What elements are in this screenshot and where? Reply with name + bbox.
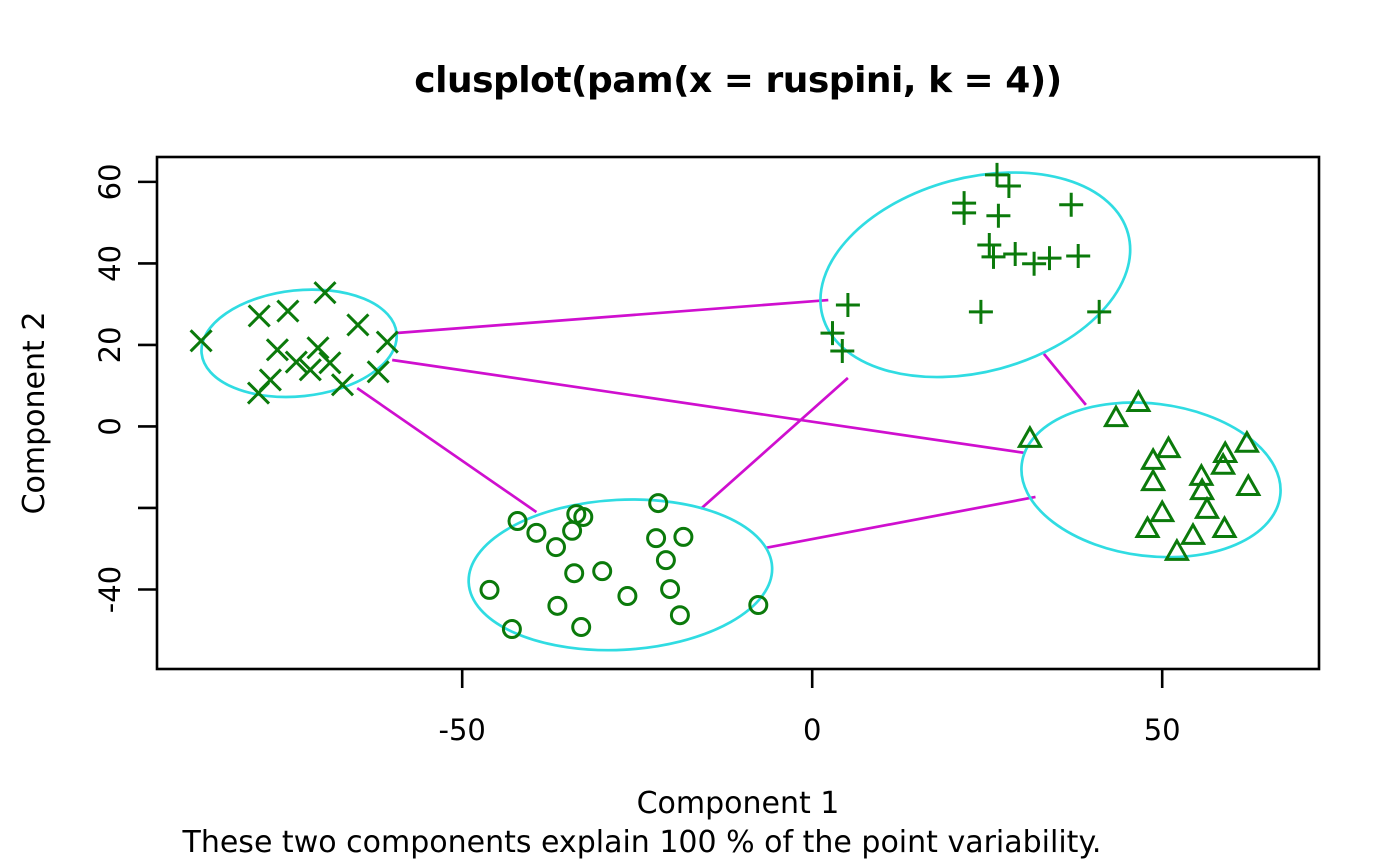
data-point-cross [330,373,355,397]
data-point-triangle [1155,435,1182,459]
ellipse-cluster-4 [1020,401,1282,559]
data-point-cross [298,358,322,382]
y-tick-label: 40 [93,245,127,282]
data-point-plus [835,292,860,317]
data-point-triangle [1016,424,1043,448]
data-point-circle [564,563,585,584]
x-tick-label: -50 [439,713,486,747]
ellipse-cluster-2 [819,171,1132,379]
data-point-plus [1022,251,1047,276]
data-point-plus [1087,299,1112,324]
data-point-cross [346,313,370,337]
data-point-cross [189,329,213,353]
data-point-plus [1037,246,1062,271]
y-axis-label: Component 2 [17,312,52,515]
data-point-circle [592,561,613,582]
data-point-triangle [1140,468,1167,492]
data-point-circle [501,619,522,640]
data-point-triangle [1235,472,1262,497]
data-point-plus [830,339,855,364]
data-point-cross [247,304,271,328]
data-point-triangle [1189,477,1216,501]
y-tick-label: -40 [93,566,127,613]
data-point-circle [673,526,694,547]
data-point-plus [981,244,1006,269]
data-point-triangle [1125,388,1152,413]
data-point-plus [952,200,977,225]
data-point-circle [617,586,638,607]
x-tick-label: 0 [803,713,821,747]
data-point-cross [246,381,271,405]
data-point-cross [276,299,300,323]
data-point-circle [526,522,547,543]
connector-lines-group [356,298,1087,550]
data-point-triangle [1193,495,1221,519]
line-c2-c3 [700,376,849,510]
data-point-circle [507,511,528,532]
cluster-ellipses-group [200,171,1282,652]
data-point-cross [318,351,342,375]
line-c1-c4 [392,358,1026,455]
data-point-cross [284,350,308,374]
line-c2-c4 [1042,353,1087,406]
data-point-circle [669,605,690,626]
data-point-triangle [1163,537,1190,561]
data-point-cross [313,281,337,305]
x-tick-label: 50 [1144,713,1181,747]
data-point-triangle [1210,451,1237,475]
data-point-plus [1003,242,1028,267]
y-tick-label: 20 [93,326,127,363]
data-point-cross [375,330,399,354]
data-point-plus [977,233,1002,258]
data-point-plus [1066,244,1091,269]
data-point-circle [571,617,592,638]
data-point-triangle [1102,404,1130,428]
data-point-circle [655,550,676,571]
data-point-cross [366,360,390,384]
plot-box-group [155,155,1321,671]
data-points-group [189,162,1262,640]
line-c3-c4 [765,495,1036,550]
data-point-circle [648,493,669,514]
data-point-circle [479,579,500,600]
data-point-circle [573,506,594,527]
data-point-triangle [1149,499,1176,523]
caption: These two components explain 100 % of th… [182,825,1102,860]
data-point-plus [1059,192,1084,217]
data-point-triangle [1179,521,1207,545]
data-point-plus [996,173,1021,198]
plot-box [155,155,1321,671]
data-point-cross [306,336,330,360]
data-point-cross [265,338,289,362]
data-point-triangle [1233,429,1260,453]
data-point-plus [968,299,993,324]
ellipse-cluster-1 [200,288,399,399]
data-point-circle [646,528,667,549]
line-c1-c2 [394,298,829,335]
data-point-plus [986,203,1011,228]
data-point-plus [820,321,845,346]
data-point-circle [562,520,583,541]
line-c1-c3 [356,387,538,514]
x-axis-label: Component 1 [637,786,840,821]
data-point-circle [660,579,681,600]
axis-ticks-group: -50 0 50 60 40 20 0 -40 [93,163,1181,747]
data-point-circle [546,537,566,558]
y-tick-label: 0 [93,417,127,435]
data-point-circle [547,595,568,616]
data-point-circle [748,595,769,615]
data-point-triangle [1211,514,1238,538]
ellipse-cluster-3 [467,498,774,652]
y-tick-label: 60 [93,163,127,200]
data-point-plus [985,162,1009,187]
plot-title: clusplot(pam(x = ruspini, k = 4)) [414,60,1061,101]
data-point-triangle [1134,514,1161,538]
